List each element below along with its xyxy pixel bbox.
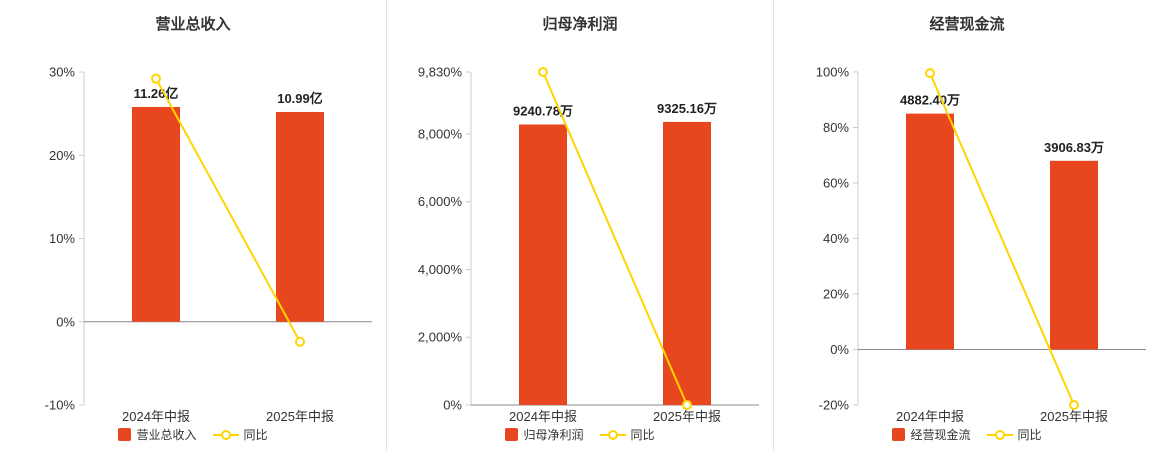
bar-series-swatch-icon — [118, 428, 132, 441]
line-series-swatch-icon — [212, 429, 239, 440]
bar-value-label: 9325.16万 — [657, 101, 717, 116]
x-axis-label: 2025年中报 — [1040, 409, 1108, 424]
bar — [1050, 160, 1098, 350]
cashflow-bar-line-chart: -20% 0% 20% 40% 60% 80% 100% 4882.40万 3906.83万 20… — [816, 65, 1146, 424]
bar-value-label: 11.26亿 — [134, 86, 179, 101]
chart-legend: 营业总收入 同比 — [0, 426, 386, 443]
y-axis-tick-label: 6,000% — [418, 194, 463, 209]
y-axis-tick-label: 20% — [49, 148, 75, 163]
y-axis-tick-label: -20% — [819, 398, 850, 413]
yoy-line-marker — [151, 73, 161, 84]
yoy-line — [155, 78, 301, 343]
legend-item-bar-series[interactable]: 归母净利润 — [505, 426, 584, 443]
line-series-swatch-icon — [986, 429, 1013, 440]
revenue-bar-line-chart: -10% 0% 10% 20% 30% 11.26亿 10.99亿 2024年中报 2025年中… — [45, 65, 372, 424]
chart-title: 归母净利润 — [542, 16, 618, 33]
bar-value-label: 4882.40万 — [900, 93, 960, 108]
y-axis-tick-label: 4,000% — [418, 262, 463, 277]
x-axis-label: 2024年中报 — [509, 409, 577, 424]
legend-item-line-series[interactable]: 同比 — [599, 426, 655, 443]
legend-label: 归母净利润 — [523, 428, 584, 442]
bar — [906, 113, 954, 350]
chart-panel-cashflow: 经营现金流 -20% 0% 20% 40% 60% 80% 100% 4882.40万 3906… — [773, 0, 1160, 450]
legend-label: 营业总收入 — [136, 428, 197, 442]
chart-legend: 归母净利润 同比 — [387, 426, 773, 443]
yoy-line — [929, 72, 1075, 406]
chart-title: 营业总收入 — [155, 16, 231, 33]
yoy-line — [542, 71, 688, 406]
y-axis-tick-label: 100% — [816, 65, 850, 80]
yoy-line-marker — [925, 68, 935, 79]
legend-item-line-series[interactable]: 同比 — [986, 426, 1042, 443]
legend-label: 经营现金流 — [910, 428, 971, 442]
bar — [519, 124, 567, 405]
yoy-line-marker — [538, 67, 548, 77]
chart-panel-net-profit: 归母净利润 0% 2,000% 4,000% 6,000% 8,000% 9,830% 92… — [386, 0, 773, 450]
chart-legend: 经营现金流 同比 — [774, 426, 1160, 443]
chart-title: 经营现金流 — [929, 16, 1005, 33]
yoy-line-marker — [682, 399, 692, 410]
y-axis-tick-label: -10% — [45, 398, 76, 413]
net-profit-bar-line-chart: 0% 2,000% 4,000% 6,000% 8,000% 9,830% 9240.78万… — [418, 65, 759, 424]
bar-value-label: 10.99亿 — [277, 91, 323, 106]
legend-label: 同比 — [1017, 428, 1042, 442]
x-axis-label: 2025年中报 — [653, 409, 721, 424]
y-axis-tick-label: 9,830% — [418, 65, 463, 80]
bar-value-label: 9240.78万 — [513, 103, 573, 118]
bar-value-label: 3906.83万 — [1044, 140, 1104, 155]
x-axis-label: 2024年中报 — [896, 409, 964, 424]
legend-item-line-series[interactable]: 同比 — [212, 426, 268, 443]
bar — [132, 106, 180, 322]
bar — [663, 121, 711, 406]
y-axis-tick-label: 30% — [49, 65, 75, 80]
line-series-swatch-icon — [599, 429, 626, 440]
legend-label: 同比 — [243, 428, 268, 442]
y-axis-tick-label: 40% — [823, 231, 849, 246]
x-axis-label: 2025年中报 — [266, 409, 334, 424]
y-axis-tick-label: 20% — [823, 287, 849, 302]
legend-item-bar-series[interactable]: 经营现金流 — [892, 426, 971, 443]
legend-label: 同比 — [630, 428, 655, 442]
y-axis-tick-label: 0% — [56, 314, 75, 329]
bar-series-swatch-icon — [892, 428, 906, 441]
bar-series-swatch-icon — [505, 428, 519, 441]
chart-panel-revenue: 营业总收入 -10% 0% 10% 20% 30% 11.26亿 10.99亿 2024年中报… — [0, 0, 386, 450]
bar — [276, 111, 324, 322]
y-axis-tick-label: 0% — [830, 342, 849, 357]
y-axis-tick-label: 8,000% — [418, 126, 463, 141]
x-axis-label: 2024年中报 — [122, 409, 190, 424]
y-axis-tick-label: 0% — [443, 398, 462, 413]
yoy-line-marker — [1069, 400, 1079, 410]
y-axis-tick-label: 10% — [49, 231, 75, 246]
yoy-line-marker — [295, 336, 305, 347]
y-axis-tick-label: 80% — [823, 120, 849, 135]
y-axis-tick-label: 2,000% — [418, 330, 463, 345]
legend-item-bar-series[interactable]: 营业总收入 — [118, 426, 197, 443]
y-axis-tick-label: 60% — [823, 176, 849, 191]
